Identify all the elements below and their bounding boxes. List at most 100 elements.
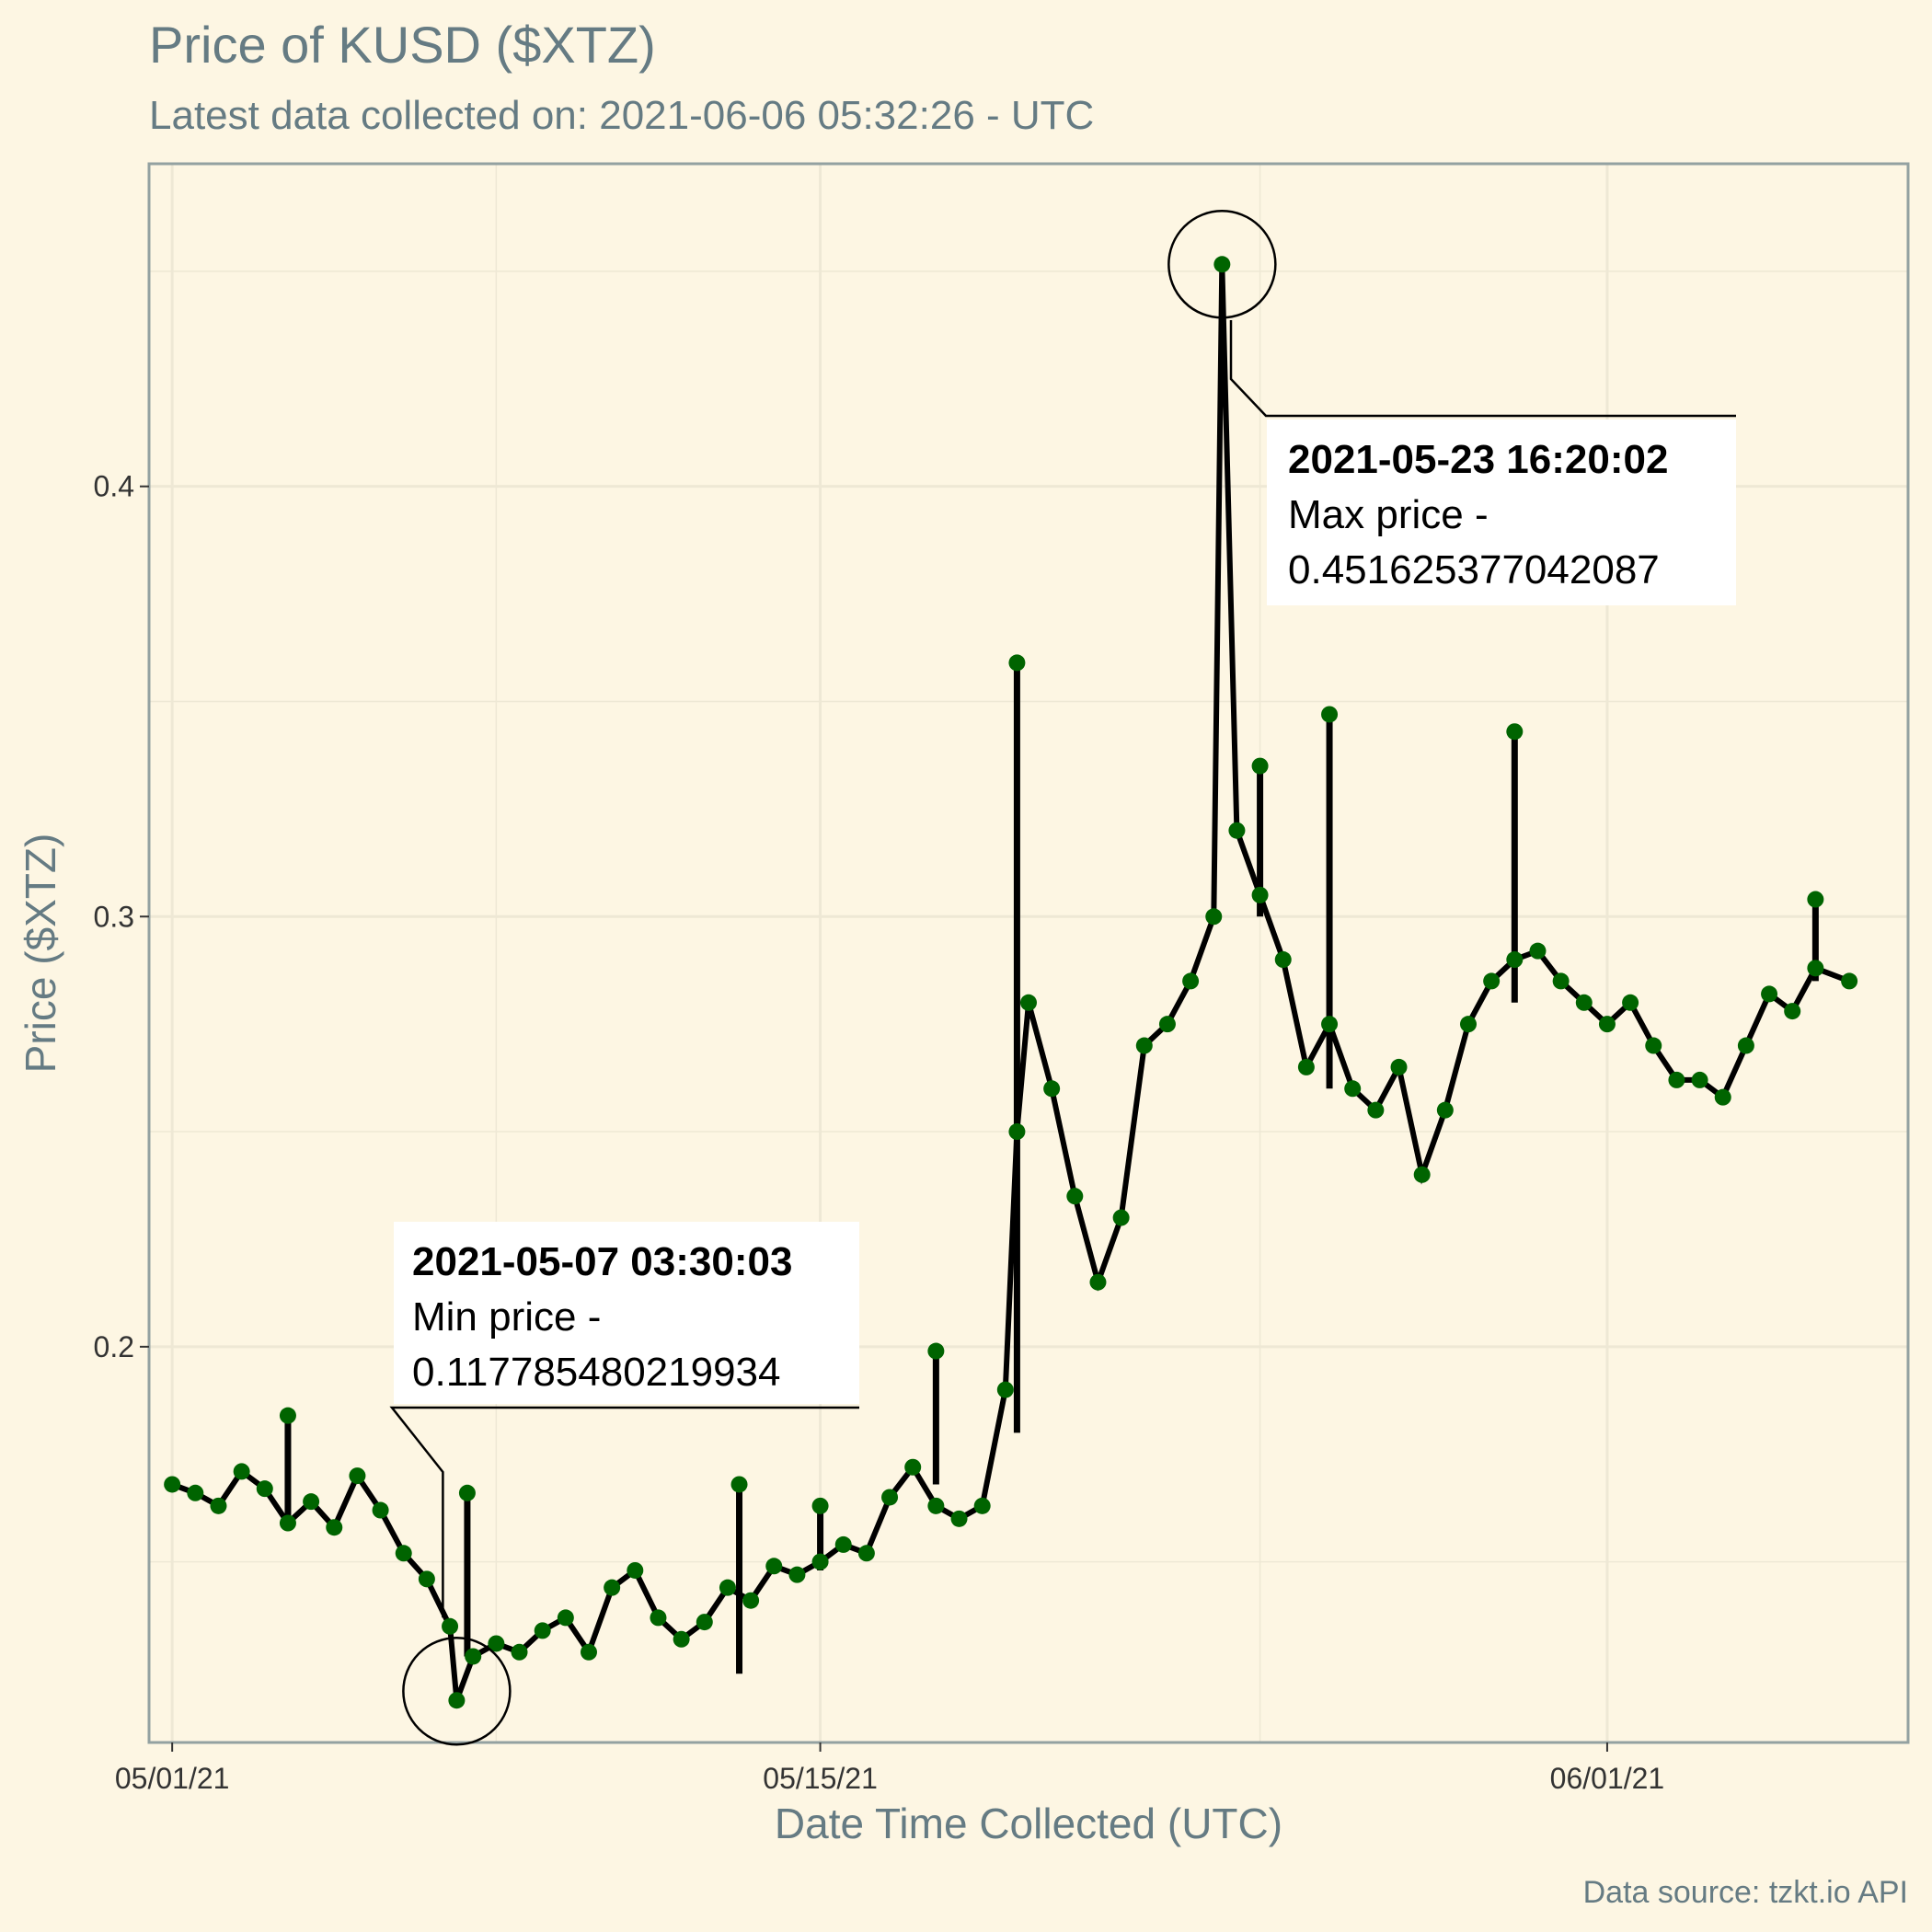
price-point-62	[1529, 942, 1547, 960]
price-point-45	[1158, 1016, 1176, 1033]
price-point-71	[1737, 1037, 1754, 1054]
price-points	[164, 256, 1858, 1709]
price-point-72	[1761, 985, 1778, 1003]
price-point-19	[581, 1643, 597, 1661]
price-point-4	[256, 1480, 273, 1498]
price-point-9	[372, 1501, 389, 1519]
price-point-17	[534, 1622, 551, 1639]
price-point-1	[187, 1484, 204, 1501]
chart-title: Price of KUSD ($XTZ)	[149, 16, 656, 74]
price-point-0	[164, 1476, 181, 1493]
price-point-59	[1460, 1016, 1477, 1033]
min-label-box	[394, 1222, 859, 1404]
price-point-73	[1784, 1003, 1801, 1020]
price-point-61	[1506, 951, 1524, 969]
spike-point-5	[1008, 654, 1026, 672]
x-tick-label-1: 05/15/21	[763, 1762, 878, 1795]
price-point-56	[1390, 1058, 1408, 1075]
price-point-11	[418, 1570, 435, 1588]
spike-point-2	[730, 1476, 748, 1493]
price-point-42	[1089, 1273, 1107, 1291]
data-source-caption: Data source: tzkt.io API	[1583, 1875, 1908, 1910]
price-point-50	[1251, 886, 1269, 903]
price-point-53	[1321, 1016, 1339, 1033]
max-label-box	[1267, 420, 1736, 605]
price-point-27	[765, 1558, 783, 1575]
price-point-21	[627, 1561, 644, 1579]
price-point-69	[1691, 1071, 1708, 1088]
spike-point-7	[1321, 706, 1339, 723]
price-point-74	[1807, 960, 1824, 977]
price-point-47	[1205, 908, 1223, 926]
price-point-60	[1483, 972, 1501, 990]
price-point-12	[442, 1617, 459, 1635]
price-point-3	[233, 1463, 250, 1480]
min-label-line1: Min price -	[412, 1294, 601, 1340]
price-point-58	[1436, 1101, 1454, 1119]
spike-point-4	[927, 1342, 945, 1360]
price-point-25	[719, 1579, 736, 1596]
max-label-value: 0.451625377042087	[1288, 547, 1660, 592]
price-point-65	[1598, 1016, 1616, 1033]
price-point-10	[395, 1545, 412, 1562]
spike-point-0	[279, 1407, 296, 1424]
axis-ticks: 0.2 0.3 0.4 05/01/21 05/15/21 06/01/21	[94, 470, 1665, 1795]
x-tick-label-2: 06/01/21	[1550, 1762, 1665, 1795]
price-point-8	[349, 1467, 366, 1485]
y-tick-label-2: 0.4	[94, 470, 134, 503]
price-point-36	[973, 1497, 991, 1514]
plot-panel-border	[147, 162, 1910, 1744]
price-point-46	[1182, 972, 1200, 990]
price-point-68	[1668, 1071, 1685, 1088]
price-point-24	[696, 1614, 713, 1631]
price-point-33	[904, 1458, 922, 1476]
price-point-49	[1228, 822, 1246, 839]
price-point-54	[1344, 1080, 1362, 1098]
price-line	[171, 264, 1851, 1702]
price-point-38	[1008, 1123, 1026, 1141]
price-point-18	[557, 1609, 574, 1627]
price-point-20	[604, 1579, 621, 1596]
price-point-13	[448, 1692, 466, 1709]
min-label-title: 2021-05-07 03:30:03	[412, 1239, 792, 1284]
x-tick-label-0: 05/01/21	[115, 1762, 230, 1795]
price-point-48	[1213, 256, 1231, 273]
price-point-75	[1841, 972, 1858, 990]
price-point-23	[673, 1630, 690, 1648]
price-point-44	[1135, 1037, 1153, 1054]
grid-lines	[149, 164, 1908, 1742]
price-point-2	[210, 1497, 227, 1514]
price-point-34	[927, 1497, 945, 1514]
price-point-7	[326, 1519, 343, 1536]
price-point-26	[742, 1592, 760, 1609]
price-point-31	[857, 1545, 875, 1562]
min-label-value: 0.117785480219934	[412, 1350, 781, 1395]
price-point-57	[1413, 1166, 1431, 1183]
price-point-63	[1552, 972, 1570, 990]
price-point-67	[1645, 1037, 1662, 1054]
price-point-37	[996, 1381, 1014, 1398]
price-point-14	[465, 1648, 482, 1665]
price-point-51	[1274, 951, 1292, 969]
max-price-circle	[1167, 210, 1277, 319]
price-point-6	[303, 1493, 320, 1511]
max-label-line1: Max price -	[1288, 492, 1489, 537]
min-label-connector	[389, 1406, 859, 1618]
annotations: 2021-05-07 03:30:03 Min price - 0.11778548…	[389, 210, 1736, 1746]
price-point-29	[811, 1553, 829, 1570]
spike-point-9	[1807, 891, 1824, 908]
y-axis-title: Price ($XTZ)	[17, 834, 64, 1074]
price-point-16	[511, 1643, 528, 1661]
price-point-5	[279, 1514, 296, 1532]
price-point-66	[1622, 994, 1639, 1011]
price-point-41	[1066, 1188, 1084, 1205]
y-tick-label-0: 0.2	[94, 1330, 134, 1363]
spike-point-6	[1251, 757, 1269, 775]
price-point-22	[650, 1609, 667, 1627]
price-point-15	[488, 1635, 505, 1652]
price-point-32	[881, 1489, 899, 1506]
max-label-connector	[1229, 320, 1736, 418]
price-point-35	[950, 1510, 968, 1527]
price-point-39	[1020, 994, 1037, 1011]
